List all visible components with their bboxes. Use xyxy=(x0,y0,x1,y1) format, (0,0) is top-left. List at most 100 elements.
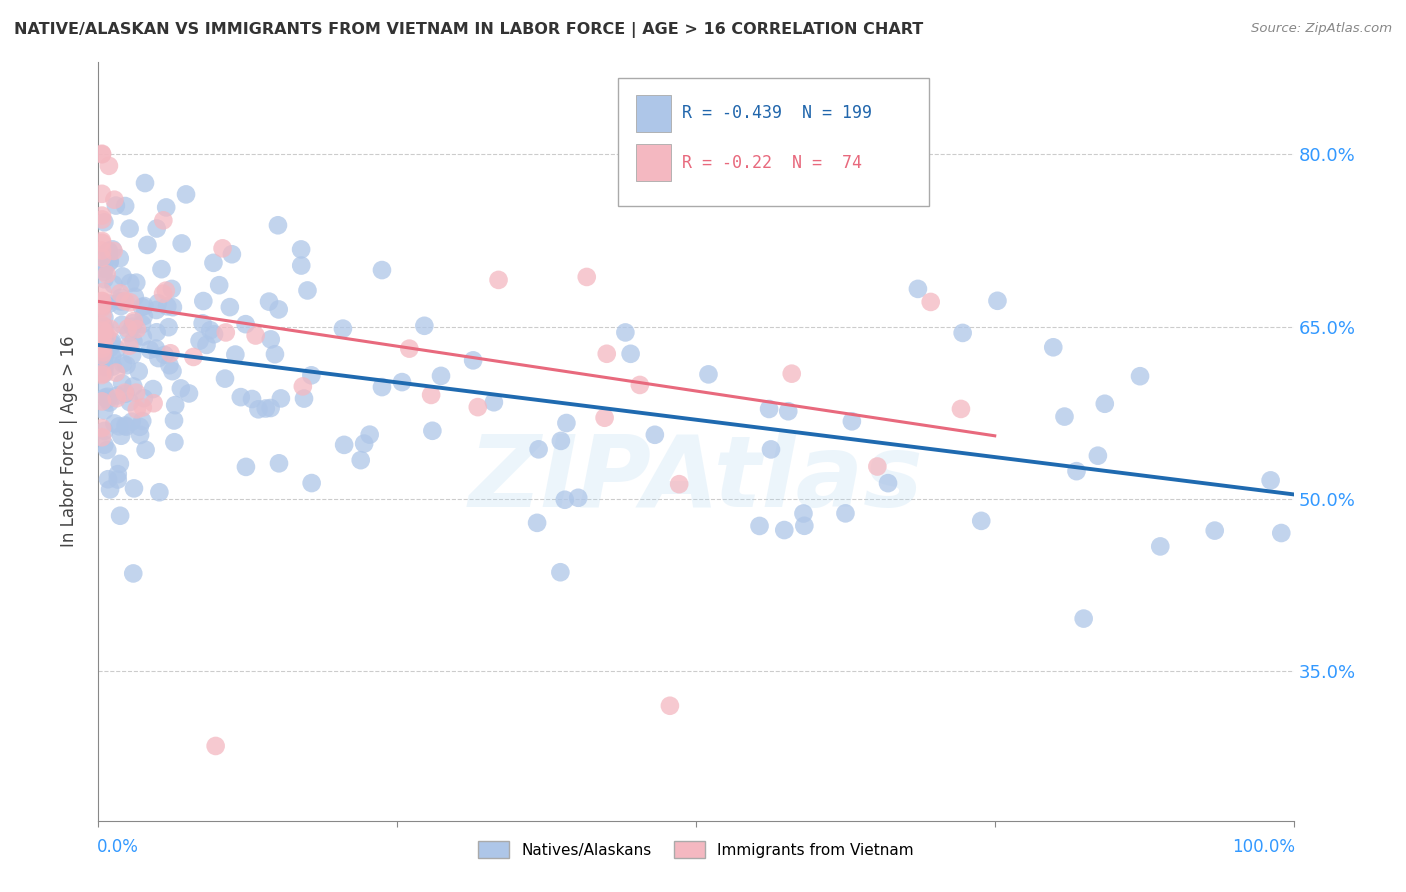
Point xyxy=(93,247,115,261)
Text: R = -0.22  N =  74: R = -0.22 N = 74 xyxy=(682,154,862,172)
Point xyxy=(170,236,193,251)
Point xyxy=(111,357,134,371)
Point xyxy=(157,320,180,334)
Point xyxy=(110,291,132,305)
Point xyxy=(488,273,510,287)
Point xyxy=(117,321,139,335)
Point xyxy=(122,482,145,496)
Point xyxy=(1042,340,1064,354)
Point xyxy=(91,209,114,223)
Point xyxy=(290,243,312,257)
Point xyxy=(110,299,132,313)
Point xyxy=(98,254,121,268)
Point xyxy=(259,401,281,415)
Point xyxy=(359,427,381,442)
Point xyxy=(142,382,165,396)
Point xyxy=(91,294,114,309)
Point xyxy=(1129,369,1152,384)
Point xyxy=(91,297,114,311)
Point xyxy=(93,319,115,334)
Point xyxy=(267,219,290,233)
FancyBboxPatch shape xyxy=(619,78,929,207)
Point xyxy=(93,264,115,278)
Point xyxy=(120,295,142,310)
Point xyxy=(353,436,375,450)
Point xyxy=(877,476,900,491)
Point xyxy=(120,276,142,290)
Point xyxy=(103,193,125,207)
Point xyxy=(107,467,129,482)
Point xyxy=(254,401,277,416)
Point xyxy=(121,319,143,334)
Point xyxy=(195,338,218,352)
Point xyxy=(463,353,485,368)
Point xyxy=(267,302,290,317)
Point xyxy=(93,350,115,364)
Point xyxy=(91,330,114,344)
Point xyxy=(596,347,619,361)
Point xyxy=(260,332,283,346)
Legend: Natives/Alaskans, Immigrants from Vietnam: Natives/Alaskans, Immigrants from Vietna… xyxy=(471,833,921,866)
Point xyxy=(142,396,165,410)
Point xyxy=(122,314,145,328)
Point xyxy=(191,316,214,330)
Point xyxy=(114,199,136,213)
Point xyxy=(413,318,436,333)
Point xyxy=(221,247,243,261)
Point xyxy=(97,159,120,173)
Point xyxy=(593,410,616,425)
Point xyxy=(291,379,314,393)
Point xyxy=(93,215,115,229)
Point xyxy=(93,403,115,417)
Point xyxy=(104,198,127,212)
Point xyxy=(554,492,576,507)
Point xyxy=(218,300,240,314)
Point xyxy=(93,367,115,381)
Point xyxy=(758,401,780,416)
Point xyxy=(208,278,231,293)
Point xyxy=(101,359,124,374)
Point xyxy=(1270,526,1292,541)
Point xyxy=(420,388,443,402)
Point xyxy=(697,368,720,382)
Point xyxy=(297,284,319,298)
Point xyxy=(91,430,114,444)
Point xyxy=(96,443,118,458)
Point xyxy=(91,251,114,265)
Point xyxy=(93,359,115,374)
Point xyxy=(91,293,114,308)
Point xyxy=(98,395,121,409)
Point xyxy=(91,335,114,350)
Point xyxy=(792,507,814,521)
Point xyxy=(299,368,322,383)
Point xyxy=(160,282,183,296)
Point xyxy=(91,235,114,250)
Point xyxy=(748,519,770,533)
Point xyxy=(91,318,114,332)
Point xyxy=(93,347,115,361)
Point xyxy=(111,376,134,391)
Point xyxy=(101,350,124,364)
Point xyxy=(145,221,167,235)
Point xyxy=(128,420,150,434)
Point xyxy=(162,364,184,378)
Point xyxy=(93,325,115,339)
Point xyxy=(98,296,121,310)
Point xyxy=(107,473,129,487)
Point xyxy=(91,349,114,363)
Point xyxy=(224,347,246,361)
Point xyxy=(841,414,863,428)
Point xyxy=(105,391,128,405)
Point xyxy=(270,392,292,406)
Point xyxy=(100,336,122,351)
Point xyxy=(134,176,156,190)
Y-axis label: In Labor Force | Age > 16: In Labor Force | Age > 16 xyxy=(59,335,77,548)
Point xyxy=(620,347,643,361)
Point xyxy=(920,295,942,310)
Point xyxy=(114,418,136,433)
Point xyxy=(148,351,170,365)
Point xyxy=(204,739,226,753)
Point xyxy=(970,514,993,528)
Point xyxy=(193,294,215,309)
Point xyxy=(148,485,170,500)
